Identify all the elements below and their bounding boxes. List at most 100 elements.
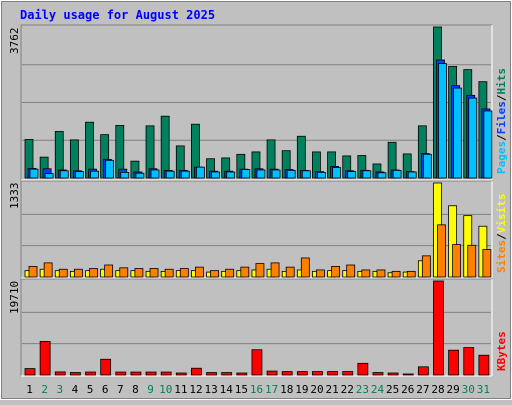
chart-title: Daily usage for August 2025 — [20, 8, 215, 22]
sites-bar — [58, 268, 68, 278]
legend-item: Files — [495, 101, 508, 134]
legend-separator: / — [495, 134, 508, 141]
kbytes-bar — [448, 349, 460, 376]
kbytes-bar — [402, 373, 414, 376]
kbytes-bar — [160, 371, 172, 376]
x-tick-label: 22 — [341, 383, 354, 396]
pages-bar — [165, 170, 175, 179]
kbytes-bar — [251, 349, 263, 376]
sites-bar — [134, 268, 144, 278]
pages-bar — [286, 169, 296, 179]
kbytes-ymax-label: 19710 — [8, 281, 21, 314]
kbytes-bar — [69, 372, 81, 376]
sites-bar — [316, 269, 325, 278]
pages-bar — [438, 63, 447, 179]
sites-bar — [285, 266, 295, 278]
kbytes-bar — [221, 372, 233, 376]
kbytes-bar — [312, 371, 323, 376]
pages-bar — [468, 97, 478, 179]
pages-bar — [29, 168, 39, 179]
sites-bar — [179, 268, 189, 278]
pages-bar — [135, 172, 145, 179]
x-tick-label: 19 — [295, 383, 308, 396]
kbytes-bar — [115, 371, 127, 376]
x-tick-label: 20 — [310, 383, 323, 396]
kbytes-bar — [266, 370, 278, 376]
panel-visits-frame — [20, 180, 493, 279]
x-tick-label: 18 — [280, 383, 293, 396]
kbytes-bar — [417, 366, 429, 376]
pages-bar — [256, 169, 266, 179]
sites-bar — [210, 270, 219, 278]
sites-bar — [225, 268, 235, 278]
kbytes-bar — [327, 371, 338, 376]
sites-bar — [467, 244, 477, 278]
x-tick-label: 30 — [462, 383, 475, 396]
legend-visits-sites: Sites/Visits — [495, 194, 508, 274]
pages-bar — [317, 171, 326, 179]
x-tick-label: 29 — [447, 383, 460, 396]
sites-bar — [240, 266, 250, 278]
hits-ymax-label: 3762 — [8, 28, 21, 55]
x-tick-label: 4 — [72, 383, 79, 396]
legend-item: KBytes — [495, 331, 508, 371]
pages-bar — [422, 153, 432, 179]
pages-bar — [241, 169, 251, 179]
pages-bar — [377, 172, 387, 179]
sites-bar — [361, 269, 371, 278]
sites-bar — [391, 270, 401, 278]
kbytes-bar — [357, 362, 369, 376]
kbytes-bar — [175, 372, 187, 376]
kbytes-bar — [236, 372, 248, 376]
x-tick-label: 28 — [431, 383, 444, 396]
sites-bar — [300, 257, 310, 278]
legend-separator: / — [495, 233, 508, 240]
x-tick-label: 26 — [401, 383, 414, 396]
pages-bar — [74, 171, 84, 179]
sites-bar — [73, 268, 83, 278]
pages-bar — [105, 159, 115, 179]
legend-item: Sites — [495, 240, 508, 273]
kbytes-bar — [191, 367, 202, 376]
x-tick-label: 12 — [189, 383, 202, 396]
x-tick-label: 17 — [265, 383, 278, 396]
legend-item: Visits — [495, 194, 508, 234]
pages-bar — [301, 170, 311, 179]
sites-bar — [43, 262, 53, 278]
x-tick-label: 15 — [235, 383, 248, 396]
sites-bar — [452, 244, 462, 278]
x-tick-label: 9 — [147, 383, 154, 396]
pages-bar — [407, 171, 417, 179]
kbytes-bar — [478, 354, 490, 376]
x-tick-label: 14 — [220, 383, 234, 396]
bars — [24, 26, 493, 376]
x-tick-label: 8 — [132, 383, 139, 396]
pages-bar — [332, 167, 341, 179]
x-tick-label: 2 — [41, 383, 48, 396]
sites-bar — [28, 266, 38, 278]
x-tick-label: 11 — [174, 383, 187, 396]
legend-separator: / — [495, 94, 508, 101]
legend-item: Hits — [495, 68, 508, 95]
sites-bar — [164, 268, 174, 278]
pages-bar — [180, 170, 190, 179]
sites-bar — [119, 267, 129, 278]
pages-bar — [150, 169, 160, 179]
sites-bar — [195, 266, 204, 278]
x-tick-label: 3 — [57, 383, 64, 396]
kbytes-bar — [296, 371, 308, 376]
pages-bar — [226, 171, 236, 179]
kbytes-bar — [85, 371, 96, 376]
sites-bar — [482, 249, 492, 278]
x-tick-label: 23 — [356, 383, 369, 396]
x-tick-label: 21 — [326, 383, 339, 396]
x-tick-label: 27 — [416, 383, 429, 396]
pages-bar — [90, 170, 99, 179]
sites-bar — [331, 266, 340, 278]
sites-bar — [346, 264, 356, 278]
pages-bar — [271, 169, 281, 179]
pages-bar — [392, 169, 402, 179]
legend-kbytes: KBytes — [495, 331, 508, 371]
